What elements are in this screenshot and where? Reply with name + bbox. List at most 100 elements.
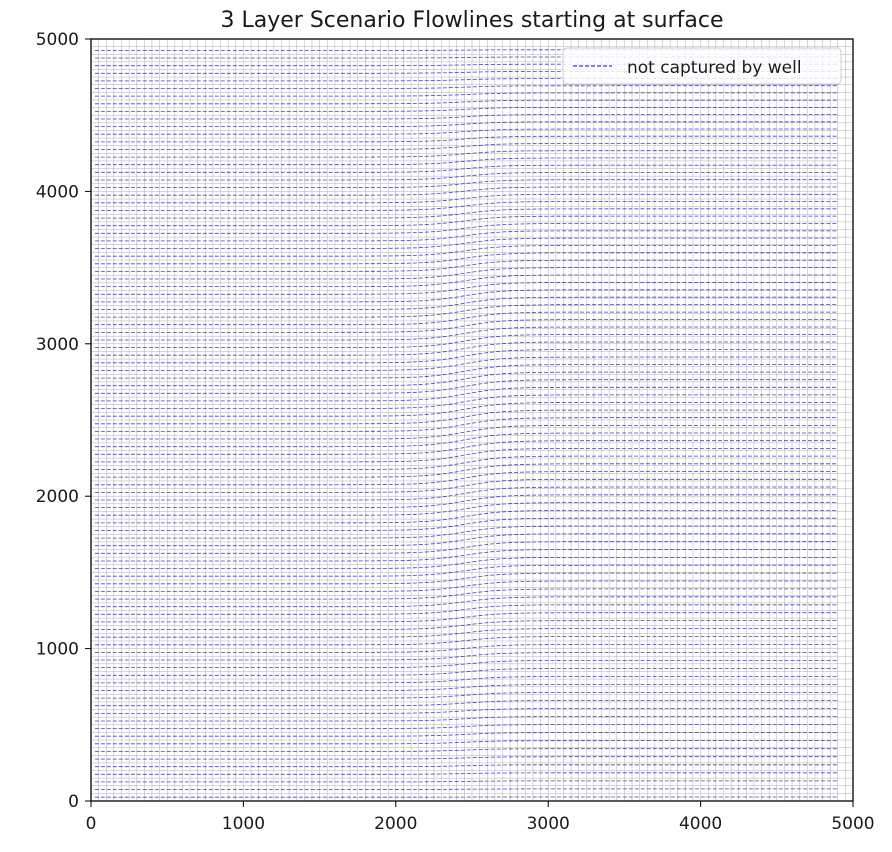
flowline: [94, 541, 838, 554]
flowline: [94, 319, 838, 333]
y-tick-label: 5000: [36, 30, 79, 50]
flowline: [94, 179, 838, 189]
flowline: [94, 128, 838, 135]
flowline: [94, 455, 838, 470]
flowline: [94, 356, 838, 371]
flowlines: [94, 49, 838, 798]
flowline: [94, 716, 838, 722]
flowline: [94, 417, 838, 432]
flowline: [94, 780, 838, 783]
flowline: [94, 85, 838, 89]
flowline: [94, 724, 838, 729]
y-tick-label: 2000: [36, 487, 79, 507]
flowline: [94, 237, 838, 249]
legend: not captured by well: [562, 47, 842, 85]
flowline: [94, 274, 838, 288]
flowline: [94, 289, 838, 303]
flowline: [94, 502, 838, 516]
flowline: [94, 684, 838, 691]
x-tick-label: 3000: [527, 814, 570, 834]
flowline: [94, 341, 838, 356]
flowline: [94, 580, 838, 592]
flowline: [94, 208, 838, 219]
flowline: [94, 748, 838, 752]
flowline: [94, 564, 838, 577]
x-tick-label: 5000: [831, 814, 874, 834]
flowline: [94, 267, 838, 280]
flowline: [94, 788, 838, 790]
flowline: [94, 440, 838, 455]
flowline: [94, 509, 838, 524]
flowline: [94, 486, 838, 501]
flowline: [94, 364, 838, 379]
flowline: [94, 549, 838, 562]
flowline: [94, 230, 838, 242]
flowline: [94, 107, 838, 112]
flowline: [94, 186, 838, 196]
flowline: [94, 620, 838, 630]
flowline: [94, 636, 838, 646]
plot-frame: [90, 38, 854, 802]
legend-box: [562, 47, 842, 85]
x-tick-label: 1000: [222, 814, 265, 834]
flowline: [94, 99, 838, 105]
flowline: [94, 424, 838, 440]
flowline: [94, 676, 838, 684]
plot-area: [90, 38, 854, 802]
flowline: [94, 402, 838, 417]
flowline: [94, 304, 838, 318]
flowline: [94, 478, 838, 493]
x-tick-label: 4000: [679, 814, 722, 834]
flowline: [94, 572, 838, 585]
chart-title: 3 Layer Scenario Flowlines starting at s…: [221, 8, 724, 33]
flowline: [94, 171, 838, 181]
flowline: [94, 334, 838, 349]
flowline: [94, 740, 838, 745]
flowline: [94, 409, 838, 425]
flowline: [94, 281, 838, 295]
flowline: [94, 588, 838, 600]
flowline: [94, 596, 838, 608]
flowline: [94, 386, 838, 402]
flowline: [94, 379, 838, 394]
flowline: [94, 471, 838, 486]
flowline: [94, 700, 838, 707]
flowline: [94, 143, 838, 150]
flowline: [94, 245, 838, 257]
flowline: [94, 201, 838, 211]
flowline: [94, 311, 838, 326]
x-tick-label: 0: [86, 814, 97, 834]
flowline: [94, 668, 838, 676]
flowline: [94, 612, 838, 623]
grid-lines: [91, 39, 853, 801]
flowline: [94, 628, 838, 638]
flowline: [94, 135, 838, 143]
flowline: [94, 447, 838, 463]
x-tick-label: 2000: [374, 814, 417, 834]
flowline: [94, 193, 838, 204]
flowline: [94, 121, 838, 127]
flowline: [94, 223, 838, 234]
flowline: [94, 533, 838, 547]
y-axis: 0 1000 2000 3000 4000 5000: [36, 30, 91, 812]
x-axis: 0 1000 2000 3000 4000 5000: [86, 801, 875, 834]
flowline: [94, 296, 838, 310]
flowline: [94, 164, 838, 173]
flowline: [94, 652, 838, 661]
flowline: [94, 644, 838, 653]
flowline: [94, 772, 838, 775]
flowline: [94, 114, 838, 120]
y-tick-label: 3000: [36, 335, 79, 355]
y-tick-label: 0: [68, 792, 79, 812]
flowline: [94, 756, 838, 760]
flowline: [94, 326, 838, 341]
legend-label-not-captured: not captured by well: [627, 58, 802, 78]
flowline: [94, 517, 838, 531]
flowline: [94, 692, 838, 699]
flowline: [94, 259, 838, 272]
flowline: [94, 660, 838, 668]
y-tick-label: 1000: [36, 640, 79, 660]
flowline: [94, 604, 838, 615]
flowline: [94, 394, 838, 410]
